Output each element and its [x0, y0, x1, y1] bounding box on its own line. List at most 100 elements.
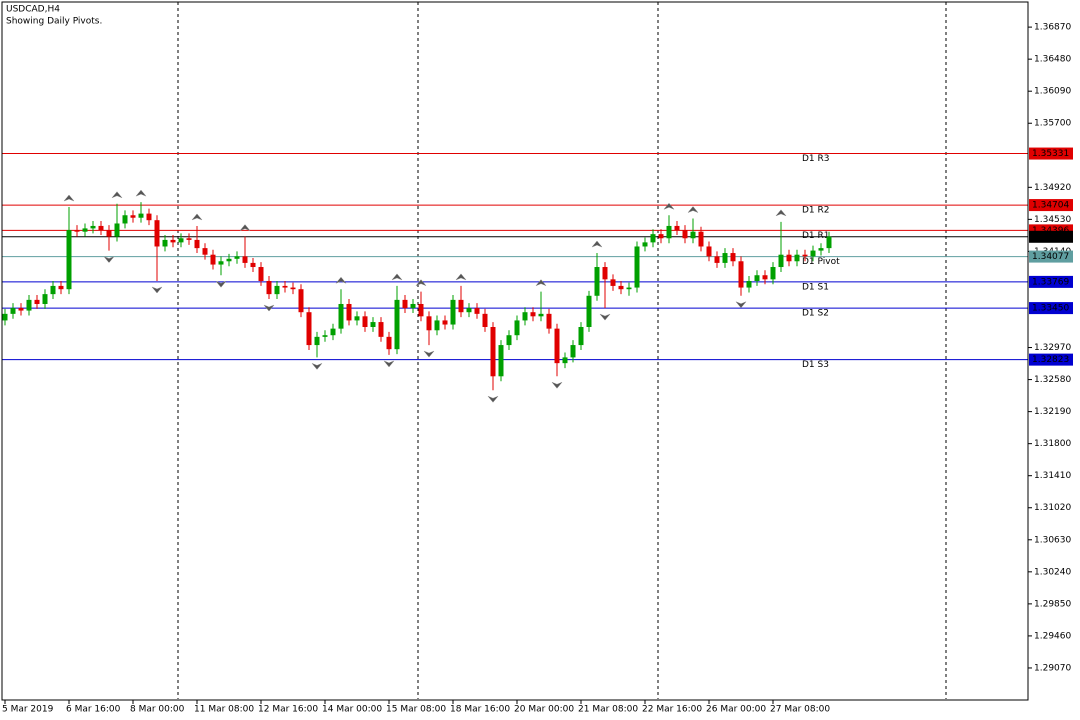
candle-body — [562, 357, 568, 364]
candle-body — [66, 230, 72, 290]
x-tick-label: 15 Mar 08:00 — [386, 705, 446, 715]
candle-body — [34, 299, 40, 304]
candle-body — [650, 234, 656, 243]
candle-body — [394, 299, 400, 350]
candle-body — [738, 261, 744, 288]
y-tick-label: 1.30240 — [1034, 567, 1071, 577]
candle-body — [642, 242, 648, 247]
candle-body — [10, 308, 16, 314]
fractal-up — [191, 213, 203, 221]
candle-body — [178, 238, 184, 243]
candle-body — [802, 254, 808, 257]
y-tick-label: 1.29070 — [1034, 663, 1071, 673]
candle-body — [730, 253, 736, 262]
candle-body — [450, 299, 456, 325]
candle-body — [386, 336, 392, 350]
candle-body — [610, 279, 616, 286]
candle-body — [130, 215, 136, 218]
chart-subtitle: Showing Daily Pivots. — [6, 17, 102, 27]
x-tick-label: 21 Mar 08:00 — [578, 705, 638, 715]
candle-body — [570, 345, 576, 358]
x-tick-label: 5 Mar 2019 — [2, 705, 54, 715]
fractal-down — [215, 281, 227, 288]
x-tick-label: 6 Mar 16:00 — [66, 705, 121, 715]
y-tick-label: 1.36480 — [1034, 55, 1071, 65]
candle-body — [90, 225, 96, 229]
current-price-label: 1.34318 — [1032, 232, 1069, 242]
fractal-down — [487, 396, 499, 403]
candle-body — [370, 322, 376, 327]
pivot-price: 1.34704 — [1032, 201, 1069, 211]
candle-body — [514, 320, 520, 336]
x-tick-label: 26 Mar 00:00 — [706, 705, 766, 715]
candle-body — [426, 316, 432, 331]
pivot-name: D1 R1 — [802, 231, 830, 241]
y-tick-label: 1.32580 — [1034, 375, 1071, 385]
candle-body — [690, 231, 696, 239]
candle-body — [202, 248, 208, 255]
candle-body — [98, 225, 104, 231]
fractal-up — [63, 194, 75, 202]
plot-frame — [1, 1, 1029, 701]
y-tick-label: 1.36090 — [1034, 87, 1071, 97]
y-tick-label: 1.30630 — [1034, 535, 1071, 545]
pivot-price-box — [1029, 275, 1073, 288]
chart-title: USDCAD,H4 — [6, 5, 60, 15]
candle-body — [530, 312, 536, 317]
candle-body — [498, 345, 504, 377]
candle-body — [778, 254, 784, 268]
candle-body — [186, 238, 192, 240]
fractal-down — [263, 304, 275, 312]
y-tick-label: 1.34920 — [1034, 183, 1071, 193]
candle-body — [250, 262, 256, 268]
candle-body — [218, 261, 224, 265]
pivot-name: D1 S2 — [802, 309, 829, 319]
y-tick-label: 1.35700 — [1034, 119, 1071, 129]
fractal-up — [775, 209, 787, 217]
candle-body — [74, 230, 80, 232]
fractal-down — [599, 313, 611, 321]
candle-body — [618, 285, 624, 290]
candle-body — [402, 299, 408, 309]
pivot-price: 1.34077 — [1032, 252, 1069, 262]
candle-body — [346, 303, 352, 321]
candle-body — [226, 258, 232, 262]
candle-body — [162, 239, 168, 247]
candle-body — [434, 320, 440, 331]
candle-body — [626, 287, 632, 290]
candle-body — [26, 299, 32, 311]
fractal-up — [591, 240, 603, 248]
candle-body — [154, 220, 160, 247]
candle-body — [706, 246, 712, 257]
fractal-up — [391, 273, 403, 281]
candle-body — [330, 328, 336, 336]
candle-body — [658, 234, 664, 239]
candle-body — [138, 213, 144, 218]
x-tick-label: 11 Mar 08:00 — [194, 705, 254, 715]
candle-body — [786, 254, 792, 262]
candle-body — [58, 285, 64, 290]
pivot-name: D1 R3 — [802, 154, 830, 164]
y-tick-label: 1.29460 — [1034, 631, 1071, 641]
candle-body — [594, 267, 600, 296]
candle-body — [818, 248, 824, 251]
x-tick-label: 18 Mar 16:00 — [450, 705, 510, 715]
candle-body — [698, 231, 704, 247]
candle-body — [274, 285, 280, 295]
candle-body — [122, 215, 128, 224]
x-tick-label: 27 Mar 08:00 — [770, 705, 830, 715]
candle-body — [338, 303, 344, 329]
fractal-up — [135, 189, 147, 197]
candle-body — [826, 236, 832, 249]
candle-body — [266, 280, 272, 295]
pivot-price-box — [1029, 353, 1073, 366]
pivot-name: D1 S1 — [802, 282, 829, 292]
candle-body — [42, 294, 48, 304]
candle-body — [242, 256, 248, 263]
candle-body — [234, 256, 240, 259]
fractal-down — [311, 363, 323, 370]
fractal-down — [151, 286, 163, 294]
candle-body — [106, 230, 112, 237]
candle-body — [762, 275, 768, 280]
candle-body — [770, 267, 776, 280]
